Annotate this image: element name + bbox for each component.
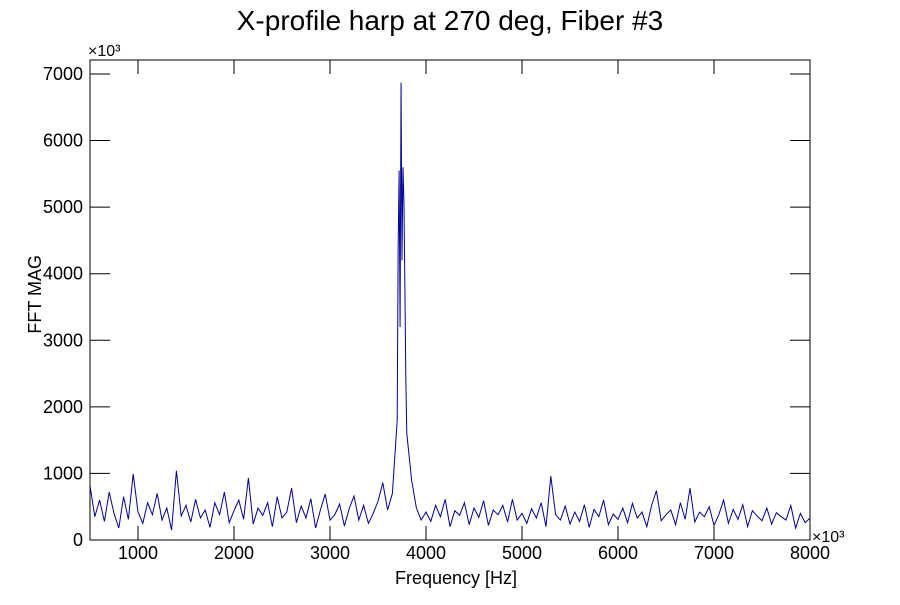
plot-frame	[89, 59, 811, 541]
y-tick-label: 3000	[43, 330, 83, 350]
y-tick-label: 0	[73, 530, 83, 550]
data-line	[89, 82, 811, 531]
y-axis-label: FFT MAG	[25, 255, 45, 334]
x-tick-label: 8000	[790, 543, 830, 563]
x-tick-label: 5000	[502, 543, 542, 563]
y-tick-label: 2000	[43, 397, 83, 417]
y-tick-label: 5000	[43, 197, 83, 217]
chart-title: X-profile harp at 270 deg, Fiber #3	[237, 5, 663, 36]
x-tick-label: 4000	[406, 543, 446, 563]
x-tick-label: 1000	[118, 543, 158, 563]
x-multiplier: ×10³	[812, 529, 845, 546]
y-tick-label: 6000	[43, 131, 83, 151]
x-axis-label: Frequency [Hz]	[395, 568, 517, 588]
x-tick-label: 2000	[214, 543, 254, 563]
y-tick-label: 7000	[43, 64, 83, 84]
x-tick-label: 6000	[598, 543, 638, 563]
y-multiplier: ×10³	[88, 43, 121, 60]
x-tick-label: 3000	[310, 543, 350, 563]
x-tick-label: 7000	[694, 543, 734, 563]
y-tick-label: 1000	[43, 463, 83, 483]
y-tick-label: 4000	[43, 264, 83, 284]
